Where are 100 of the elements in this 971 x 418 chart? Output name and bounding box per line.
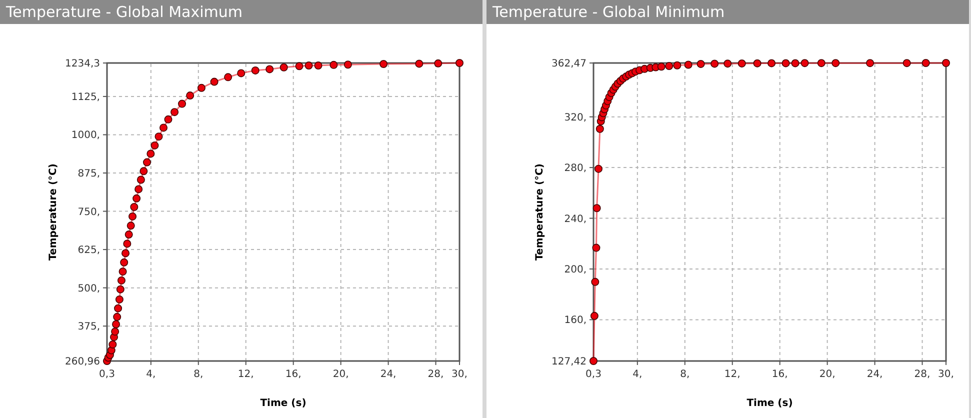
point [456, 59, 464, 67]
point [753, 59, 762, 68]
point [817, 59, 826, 68]
point [657, 62, 666, 71]
point [922, 59, 930, 67]
point [295, 62, 304, 70]
y-axis-title: Temperature (°C) [534, 164, 546, 260]
point [594, 164, 602, 173]
y-tick-label: 500, [78, 283, 100, 294]
point [115, 295, 124, 304]
point [591, 278, 600, 286]
y-tick-label: 160, [564, 315, 586, 326]
point [186, 92, 194, 100]
point [791, 59, 800, 68]
y-tick-label: 200, [564, 264, 586, 276]
point [590, 312, 598, 320]
chart-title: Temperature - Global Minimum [492, 3, 725, 21]
point [673, 61, 682, 70]
x-tick-label: 24, [380, 369, 396, 380]
point [142, 158, 151, 166]
y-tick-label: 625, [78, 245, 100, 256]
x-tick-label: 12, [724, 369, 740, 380]
point [130, 202, 138, 211]
point [178, 100, 186, 108]
y-tick-label: 375, [78, 322, 100, 333]
point [592, 244, 600, 252]
y-tick-label: 750, [78, 206, 100, 218]
point [118, 268, 127, 276]
x-tick-label: 16, [772, 369, 788, 380]
y-tick-label: 875, [78, 168, 100, 180]
y-tick-label: 280, [564, 163, 586, 174]
point [150, 141, 159, 150]
y-tick-label: 1234,3 [65, 58, 100, 70]
point [665, 62, 674, 70]
y-axis-title: Temperature (°C) [48, 164, 59, 260]
point [197, 84, 206, 92]
y-tick-label: 260,96 [65, 356, 100, 368]
point [724, 60, 732, 68]
point [114, 304, 122, 312]
x-tick-label: 0,3 [586, 369, 602, 380]
point [224, 73, 232, 82]
point [696, 60, 705, 68]
point [738, 59, 746, 68]
point [280, 63, 288, 72]
x-tick-label: 28, [428, 369, 444, 380]
chart-title: Temperature - Global Maximum [5, 3, 242, 21]
x-tick-label: 4, [146, 369, 156, 380]
point [251, 66, 260, 74]
point [344, 60, 352, 69]
point [380, 60, 388, 68]
x-tick-label: 8, [680, 369, 690, 380]
point [902, 59, 911, 68]
point [782, 59, 790, 68]
point [134, 185, 143, 194]
point [304, 62, 313, 70]
point [117, 276, 126, 284]
x-tick-label: 16, [285, 369, 302, 380]
y-tick-label: 240, [564, 214, 586, 225]
x-tick-label: 28, [914, 369, 930, 380]
point [237, 69, 246, 78]
point [113, 312, 122, 321]
point [112, 320, 120, 328]
x-tick-label: 12, [238, 369, 254, 380]
point [136, 176, 145, 184]
x-tick-label: 20, [332, 369, 349, 380]
y-tick-label: 1000, [71, 130, 100, 142]
point [140, 167, 148, 176]
x-tick-label: 30, [938, 369, 954, 380]
point [434, 59, 442, 68]
y-tick-label: 1125, [71, 92, 100, 103]
point [942, 59, 950, 67]
point [590, 357, 598, 365]
point [596, 124, 604, 133]
point [128, 212, 137, 220]
point [164, 115, 172, 124]
x-tick-label: 4, [632, 369, 642, 380]
point [123, 240, 132, 248]
point [111, 328, 120, 336]
x-tick-label: 20, [819, 369, 836, 380]
point [330, 60, 338, 69]
point [170, 108, 179, 116]
point [146, 150, 155, 158]
x-tick-label: 0,3 [99, 369, 115, 380]
point [154, 132, 163, 141]
y-tick-label: 362,47 [552, 58, 586, 70]
y-tick-label: 127,42 [552, 356, 586, 368]
point [116, 285, 124, 294]
x-axis-title: Time (s) [746, 398, 793, 409]
point [126, 222, 135, 230]
point [210, 78, 218, 86]
x-tick-label: 24, [866, 369, 883, 380]
point [866, 59, 874, 68]
point [800, 59, 809, 68]
point [832, 59, 840, 68]
point [314, 62, 322, 70]
point [132, 194, 141, 202]
x-tick-label: 8, [194, 369, 204, 380]
point [108, 340, 117, 348]
point [122, 249, 130, 258]
point [592, 204, 601, 212]
